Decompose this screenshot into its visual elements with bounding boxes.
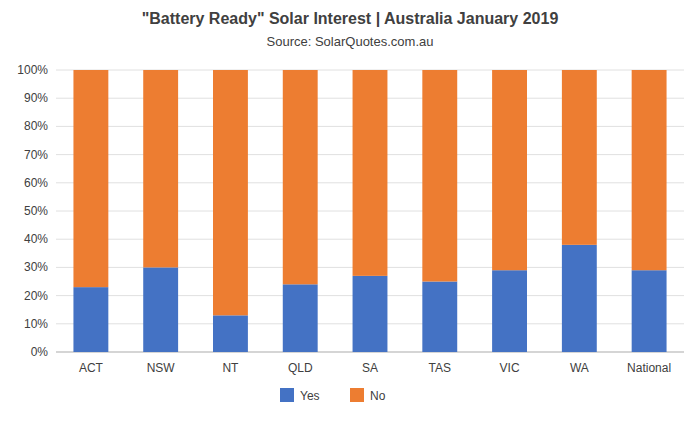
x-tick-label: National (627, 361, 671, 375)
y-tick-label: 80% (24, 119, 48, 133)
y-tick-label: 30% (24, 260, 48, 274)
bar-segment (283, 70, 318, 284)
y-tick-label: 50% (24, 204, 48, 218)
bar-segment (143, 267, 178, 352)
bar-segment (73, 70, 108, 287)
bar-segment (492, 270, 527, 352)
subtitle: Source: SolarQuotes.com.au (267, 34, 434, 49)
bar-segment (562, 70, 597, 245)
bar-segment (492, 70, 527, 270)
bar-segment (422, 282, 457, 353)
bar-segment (562, 245, 597, 352)
y-tick-label: 40% (24, 232, 48, 246)
x-tick-label: SA (362, 361, 378, 375)
legend-swatch (280, 388, 294, 402)
bar-segment (143, 70, 178, 267)
bar-segment (283, 284, 318, 352)
bars (73, 70, 666, 352)
chart-svg: "Battery Ready" Solar Interest | Austral… (0, 0, 700, 426)
legend-label: No (370, 389, 386, 403)
bar-segment (632, 70, 667, 270)
legend: Yes No (280, 388, 386, 403)
bar-segment (353, 276, 388, 352)
bar-segment (422, 70, 457, 282)
y-tick-label: 70% (24, 148, 48, 162)
x-tick-label: TAS (429, 361, 451, 375)
y-tick-label: 0% (31, 345, 49, 359)
y-tick-label: 90% (24, 91, 48, 105)
y-tick-label: 20% (24, 289, 48, 303)
legend-label: Yes (300, 389, 320, 403)
x-axis: ACT NSW NT QLD SA TAS VIC WA National (79, 361, 671, 375)
legend-swatch (350, 388, 364, 402)
x-tick-label: QLD (288, 361, 313, 375)
x-tick-label: NT (222, 361, 239, 375)
title: "Battery Ready" Solar Interest | Austral… (142, 10, 559, 27)
x-tick-label: ACT (79, 361, 104, 375)
bar-segment (213, 315, 248, 352)
bar-segment (632, 270, 667, 352)
x-tick-label: VIC (500, 361, 520, 375)
y-tick-label: 10% (24, 317, 48, 331)
x-tick-label: NSW (147, 361, 176, 375)
bar-segment (353, 70, 388, 276)
chart-container: "Battery Ready" Solar Interest | Austral… (0, 0, 700, 426)
y-tick-label: 100% (17, 63, 48, 77)
bar-segment (73, 287, 108, 352)
y-axis: 0% 10% 20% 30% 40% 50% 60% 70% 80% 90% 100% (17, 63, 684, 359)
y-tick-label: 60% (24, 176, 48, 190)
bar-segment (213, 70, 248, 315)
x-tick-label: WA (570, 361, 589, 375)
